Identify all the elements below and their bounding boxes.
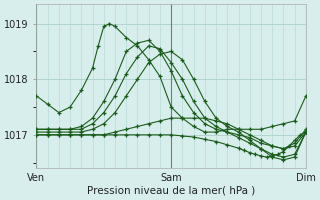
X-axis label: Pression niveau de la mer( hPa ): Pression niveau de la mer( hPa ) [87,186,255,196]
